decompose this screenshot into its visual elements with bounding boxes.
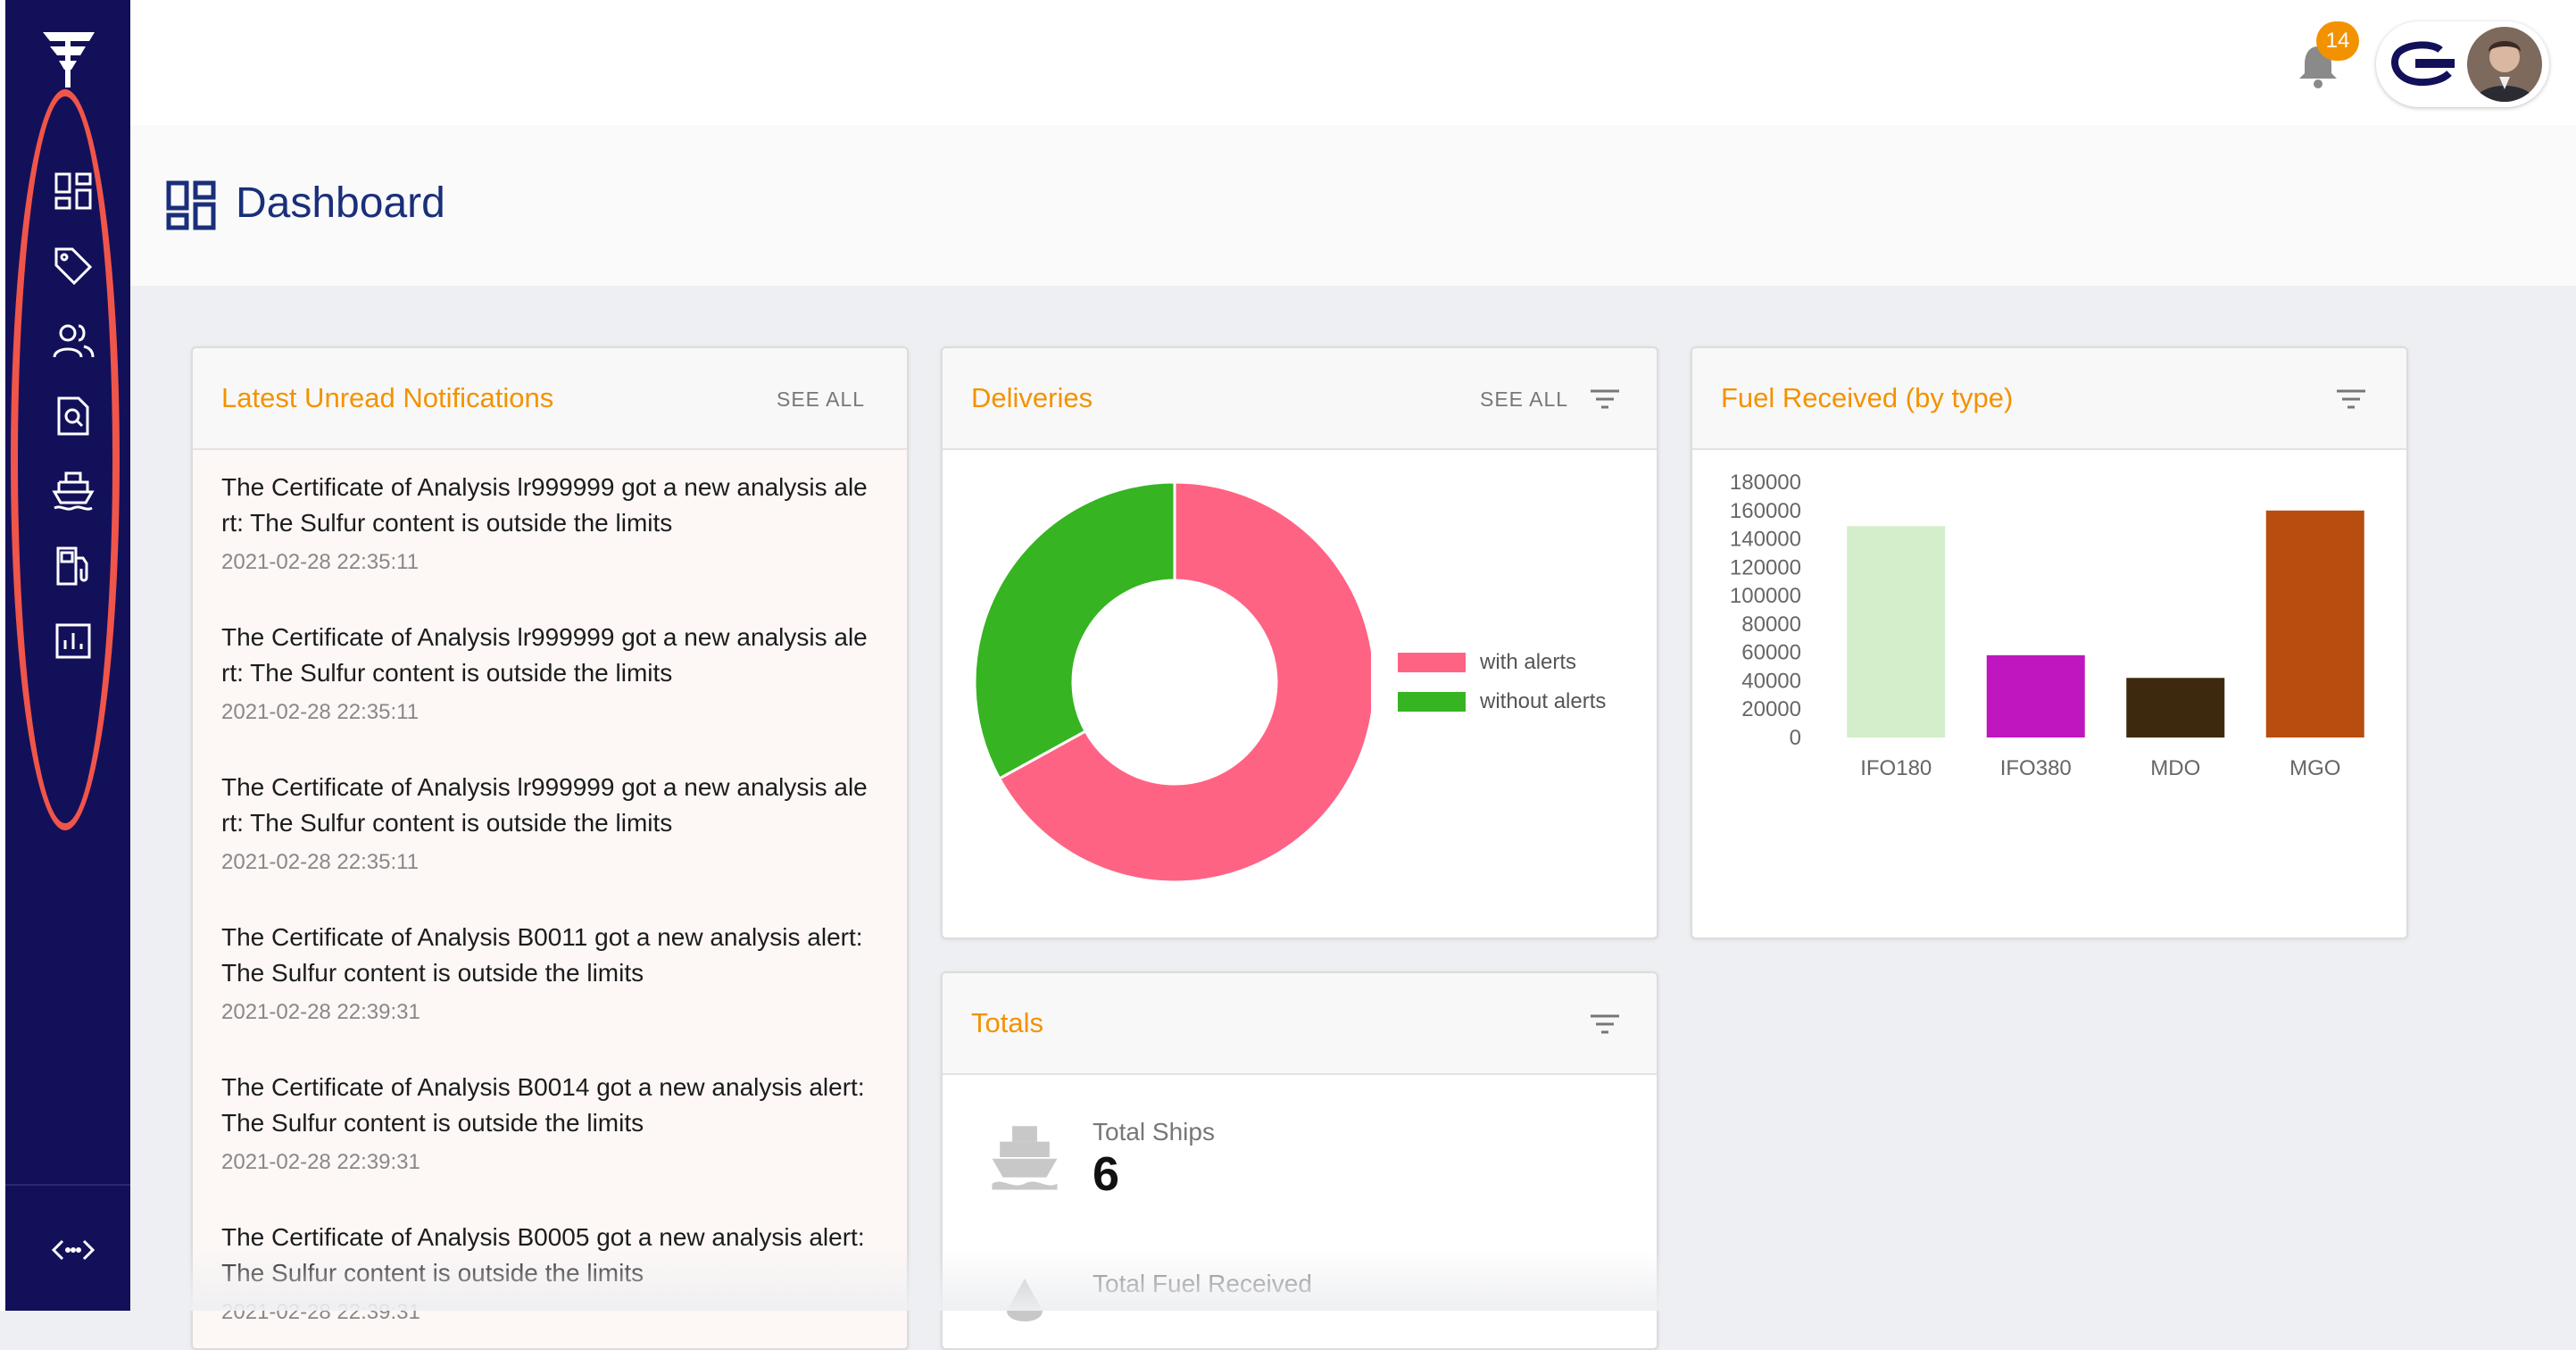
card-header: Deliveries SEE ALL	[943, 348, 1657, 450]
bar-IFO380[interactable]	[1986, 654, 2085, 738]
y-tick-label: 180000	[1730, 471, 1801, 495]
card-title: Deliveries	[971, 382, 1093, 413]
total-fuel-label: Total Fuel Received	[1093, 1270, 1312, 1297]
page-header: Dashboard	[130, 125, 2576, 286]
x-tick-label: MGO	[2289, 756, 2340, 780]
donut-slice-with-alerts[interactable]	[997, 480, 1371, 884]
legend-item-without-alerts[interactable]: without alerts	[1398, 689, 1606, 714]
notification-item[interactable]: The Certificate of Analysis lr999999 got…	[193, 750, 907, 902]
total-ships-value: 6	[1093, 1147, 1120, 1201]
notification-time: 2021-02-28 22:39:31	[221, 1150, 420, 1174]
user-menu[interactable]	[2376, 21, 2549, 107]
sidebar	[0, 0, 130, 1311]
notification-text: The Certificate of Analysis lr999999 got…	[221, 773, 868, 837]
nav-dashboard-icon[interactable]	[50, 168, 96, 214]
notification-time: 2021-02-28 22:35:11	[221, 550, 420, 574]
notification-text: The Certificate of Analysis lr999999 got…	[221, 623, 868, 687]
notification-item[interactable]: The Certificate of Analysis lr999999 got…	[193, 600, 907, 752]
legend-swatch	[1398, 692, 1466, 712]
nav-reports-icon[interactable]	[50, 618, 96, 664]
legend-item-with-alerts[interactable]: with alerts	[1398, 650, 1576, 675]
y-tick-label: 100000	[1730, 584, 1801, 608]
legend-label: with alerts	[1480, 650, 1577, 674]
notification-text: The Certificate of Analysis lr999999 got…	[221, 473, 868, 537]
notification-time: 2021-02-28 22:35:11	[221, 700, 420, 724]
notification-text: The Certificate of Analysis B0005 got a …	[221, 1223, 865, 1287]
notification-text: The Certificate of Analysis B0011 got a …	[221, 923, 863, 987]
x-tick-label: IFO180	[1860, 756, 1932, 780]
fuel-received-card: Fuel Received (by type) 0 20000 40000 60000…	[1691, 346, 2408, 939]
notification-item[interactable]: The Certificate of Analysis B0005 got a …	[193, 1200, 907, 1348]
donut-slice-without-alerts[interactable]	[973, 480, 1176, 780]
avatar	[2467, 27, 2542, 102]
deliveries-card: Deliveries SEE ALL with alerts without a…	[941, 346, 1658, 939]
notifications-card: Latest Unread Notifications SEE ALL The …	[191, 346, 909, 1350]
notification-time: 2021-02-28 22:39:31	[221, 1000, 420, 1024]
x-tick-label: IFO380	[2000, 756, 2072, 780]
nav-fuel-pump-icon[interactable]	[50, 543, 96, 589]
company-logo	[2391, 41, 2455, 87]
collapse-sidebar-icon[interactable]	[45, 1227, 102, 1273]
app-logo[interactable]	[37, 29, 100, 91]
notification-time: 2021-02-28 22:35:11	[221, 850, 420, 874]
top-bar	[130, 0, 2576, 125]
page-title: Dashboard	[236, 179, 445, 227]
filter-icon[interactable]	[2333, 384, 2369, 414]
see-all-notifications-button[interactable]: SEE ALL	[777, 388, 866, 411]
total-ships-label: Total Ships	[1093, 1118, 1215, 1146]
see-all-deliveries-button[interactable]: SEE ALL	[1480, 388, 1569, 411]
nav-users-icon[interactable]	[50, 318, 96, 364]
bar-MDO[interactable]	[2126, 678, 2225, 738]
card-title: Fuel Received (by type)	[1721, 382, 2014, 413]
fuel-received-bar-chart: 0 20000 40000 60000 80000 100000 120000 140000 1…	[1730, 471, 2364, 780]
card-header: Fuel Received (by type)	[1692, 348, 2406, 450]
deliveries-donut-chart	[973, 480, 1371, 884]
notification-item[interactable]: The Certificate of Analysis B0011 got a …	[193, 900, 907, 1052]
y-tick-label: 80000	[1741, 612, 1801, 637]
card-title: Latest Unread Notifications	[221, 382, 554, 413]
dashboard-icon	[166, 180, 216, 230]
notification-count-badge: 14	[2316, 21, 2359, 61]
filter-icon[interactable]	[1587, 384, 1623, 414]
fuel-drop-icon	[1007, 1279, 1043, 1321]
filter-icon[interactable]	[1587, 1009, 1623, 1039]
y-tick-label: 160000	[1730, 499, 1801, 523]
x-tick-label: MDO	[2150, 756, 2200, 780]
notification-item[interactable]: The Certificate of Analysis B0014 got a …	[193, 1050, 907, 1202]
y-tick-label: 40000	[1741, 669, 1801, 693]
ship-icon	[992, 1126, 1058, 1190]
y-tick-label: 60000	[1741, 641, 1801, 665]
nav-tag-icon[interactable]	[50, 243, 96, 289]
card-header: Totals	[943, 973, 1657, 1075]
bar-IFO180[interactable]	[1847, 526, 1946, 738]
y-tick-label: 140000	[1730, 528, 1801, 552]
notification-time: 2021-02-28 22:39:31	[221, 1300, 420, 1324]
sidebar-divider	[5, 1184, 130, 1186]
nav-document-search-icon[interactable]	[50, 393, 96, 439]
totals-card: Totals Total Ships 6 Total Fuel Received	[941, 971, 1658, 1350]
y-tick-label: 120000	[1730, 555, 1801, 579]
card-title: Totals	[971, 1007, 1043, 1038]
nav-ship-icon[interactable]	[50, 468, 96, 514]
bar-MGO[interactable]	[2265, 510, 2364, 738]
legend-label: without alerts	[1480, 689, 1607, 713]
y-tick-label: 0	[1790, 726, 1801, 750]
notification-item[interactable]: The Certificate of Analysis lr999999 got…	[193, 450, 907, 602]
card-header: Latest Unread Notifications SEE ALL	[193, 348, 907, 450]
y-tick-label: 20000	[1741, 697, 1801, 721]
notification-text: The Certificate of Analysis B0014 got a …	[221, 1073, 865, 1137]
legend-swatch	[1398, 653, 1466, 672]
